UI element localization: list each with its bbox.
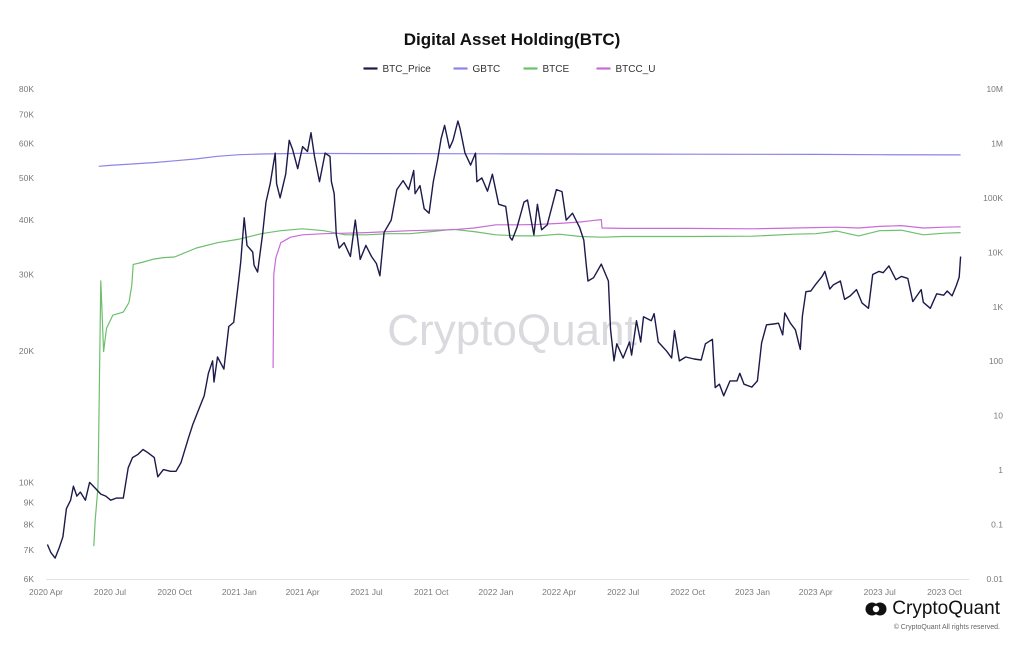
series-group <box>46 120 962 559</box>
x-tick-label: 2023 Apr <box>799 587 833 597</box>
x-axis: 2020 Apr 2020 Jul 2020 Oct 2021 Jan 2021 Apr… <box>29 579 969 597</box>
right-tick-label: 10 <box>994 411 1004 421</box>
x-tick-label: 2020 Apr <box>29 587 63 597</box>
x-tick-label: 2022 Jul <box>607 587 639 597</box>
x-tick-label: 2022 Apr <box>542 587 576 597</box>
right-tick-label: 0.1 <box>991 520 1003 530</box>
left-tick-label: 7K <box>24 545 35 555</box>
legend-label: BTCC_U <box>616 64 656 75</box>
brand-name: CryptoQuant <box>892 598 1000 619</box>
series-line-btce <box>93 228 961 547</box>
left-tick-label: 30K <box>19 270 34 280</box>
right-axis: 0.01 0.1 1 10 100 1K 10K 100K 1M 10M <box>983 84 1003 584</box>
legend: BTC_Price GBTC BTCE BTCC_U <box>363 64 656 75</box>
x-tick-label: 2021 Apr <box>286 587 320 597</box>
watermark: CryptoQuant <box>387 306 636 355</box>
right-tick-label: 100K <box>983 193 1003 203</box>
left-tick-label: 10K <box>19 477 34 487</box>
series-line-btcc-u <box>272 219 961 369</box>
x-tick-label: 2020 Oct <box>157 587 192 597</box>
copyright: © CryptoQuant All rights reserved. <box>893 624 1000 631</box>
x-tick-label: 2022 Jan <box>478 587 513 597</box>
legend-label: BTC_Price <box>383 64 432 75</box>
x-tick-label: 2020 Jul <box>94 587 126 597</box>
cryptoquant-logo-icon <box>865 600 887 618</box>
x-tick-label: 2021 Jan <box>222 587 257 597</box>
right-tick-label: 1K <box>993 302 1004 312</box>
right-tick-label: 1M <box>991 138 1003 148</box>
chart-title: Digital Asset Holding(BTC) <box>404 30 621 49</box>
left-tick-label: 6K <box>24 574 35 584</box>
left-tick-label: 60K <box>19 138 34 148</box>
left-tick-label: 9K <box>24 497 35 507</box>
x-tick-label: 2023 Oct <box>927 587 962 597</box>
right-tick-label: 10K <box>988 247 1003 257</box>
series-line-gbtc <box>98 152 961 167</box>
x-tick-label: 2021 Oct <box>414 587 449 597</box>
footer: CryptoQuant © CryptoQuant All rights res… <box>865 598 1000 631</box>
right-tick-label: 100 <box>989 356 1003 366</box>
right-tick-label: 10M <box>986 84 1003 94</box>
left-tick-label: 8K <box>24 520 35 530</box>
legend-label: BTCE <box>543 64 570 75</box>
x-tick-label: 2023 Jan <box>735 587 770 597</box>
right-tick-label: 0.01 <box>986 574 1003 584</box>
left-tick-label: 20K <box>19 346 34 356</box>
left-axis: 6K 7K 8K 9K 10K 20K 30K 40K 50K 60K 70K 80K <box>19 84 34 584</box>
left-tick-label: 50K <box>19 173 34 183</box>
x-tick-label: 2022 Oct <box>671 587 706 597</box>
legend-label: GBTC <box>473 64 501 75</box>
brand-logo: CryptoQuant <box>865 598 1000 620</box>
series-line-btc-price <box>46 120 962 559</box>
right-tick-label: 1 <box>998 465 1003 475</box>
x-tick-label: 2021 Jul <box>350 587 382 597</box>
left-tick-label: 70K <box>19 109 34 119</box>
left-tick-label: 40K <box>19 215 34 225</box>
x-tick-label: 2023 Jul <box>864 587 896 597</box>
left-tick-label: 80K <box>19 84 34 94</box>
